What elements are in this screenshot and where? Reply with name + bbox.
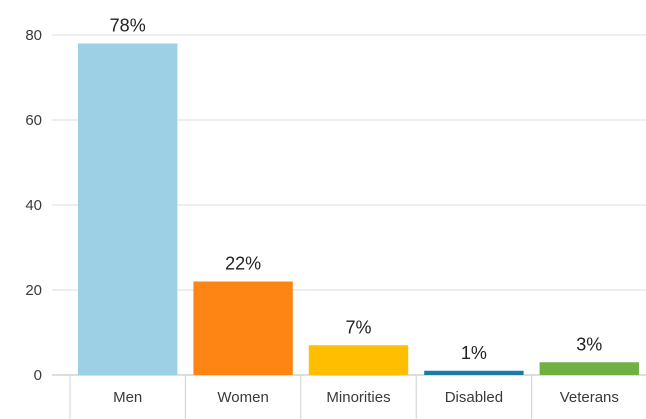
y-tick-label-20: 20 [25,282,42,299]
data-label-women: 22% [225,254,261,274]
data-label-minorities: 7% [345,317,371,337]
x-tick-label-minorities: Minorities [326,389,390,406]
y-axis: 0 20 40 60 80 [25,27,42,384]
y-tick-label-60: 60 [25,112,42,129]
data-label-veterans: 3% [576,334,602,354]
bar-minorities [308,345,409,375]
data-labels: 78% 22% 7% 1% 3% [110,16,603,363]
bar-men [78,43,178,375]
y-tick-label-40: 40 [25,197,42,214]
y-tick-label-80: 80 [25,27,42,44]
bar-disabled [424,370,524,375]
data-label-disabled: 1% [461,343,487,363]
x-tick-label-disabled: Disabled [445,389,503,406]
x-axis: Men Women Minorities Disabled Veterans [69,375,619,419]
bar-veterans [539,362,639,375]
bars [78,43,639,375]
x-tick-label-women: Women [217,389,268,406]
y-tick-label-0: 0 [34,367,42,384]
x-tick-label-veterans: Veterans [560,389,619,406]
bar-women [193,281,293,375]
x-tick-label-men: Men [113,389,142,406]
data-label-men: 78% [110,16,146,36]
